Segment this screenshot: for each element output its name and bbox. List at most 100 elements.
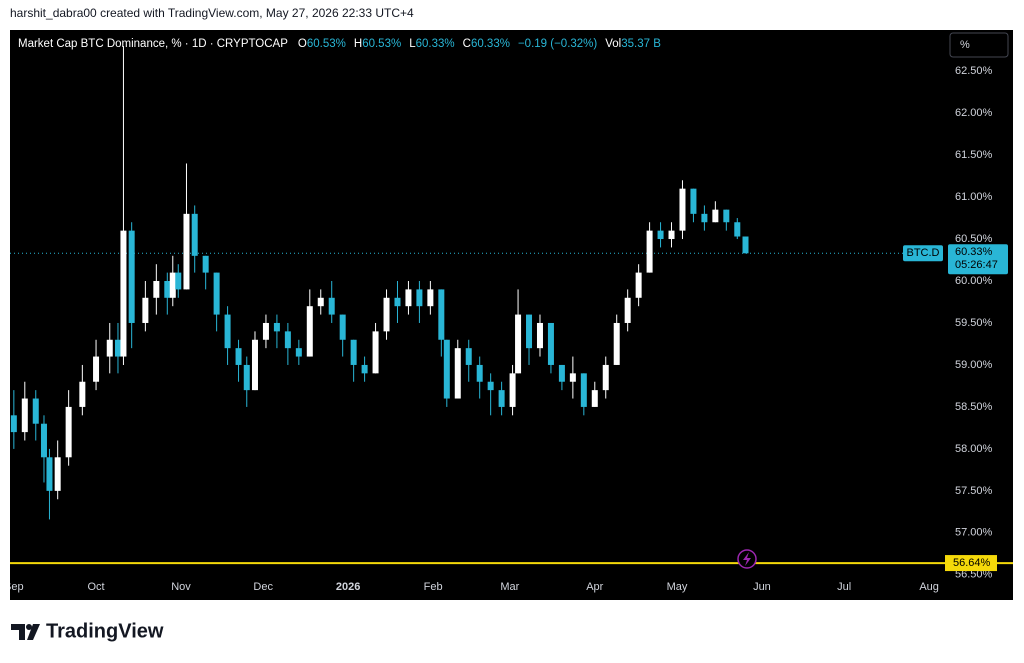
candle-body bbox=[558, 364, 565, 382]
y-tick-label: 62.50% bbox=[955, 65, 993, 77]
candle-body bbox=[262, 322, 269, 340]
candle-body bbox=[438, 289, 445, 340]
candle-body bbox=[213, 272, 220, 315]
candle-body bbox=[701, 213, 708, 223]
candle-body bbox=[202, 255, 209, 273]
legend-key: O bbox=[298, 38, 307, 50]
candle-body bbox=[361, 364, 368, 374]
legend-key: C bbox=[463, 38, 471, 50]
legend: O 60.53% H 60.53% L 60.33% C 60.33% −0.19 (−0.32… bbox=[298, 38, 661, 50]
candle-body bbox=[624, 297, 631, 323]
candle-body bbox=[243, 364, 250, 391]
last-price-box bbox=[948, 244, 1008, 275]
candle-body bbox=[454, 348, 461, 399]
candle-body bbox=[93, 356, 100, 382]
candle-body bbox=[405, 289, 412, 307]
symbol-box bbox=[903, 245, 943, 262]
x-tick-label: May bbox=[667, 581, 688, 593]
countdown: 05:26:47 bbox=[955, 259, 998, 271]
candle-body bbox=[657, 230, 664, 240]
legend-value: 60.33% bbox=[471, 38, 510, 50]
candle-body bbox=[547, 322, 554, 365]
y-tick-label: 57.50% bbox=[955, 485, 993, 497]
candle-body bbox=[646, 230, 653, 273]
y-tick-label: 58.00% bbox=[955, 443, 993, 455]
candle-body bbox=[668, 230, 675, 240]
candle-body bbox=[40, 423, 47, 458]
candle-body bbox=[251, 339, 258, 391]
candle-body bbox=[224, 314, 231, 349]
candle-body bbox=[526, 314, 533, 349]
y-tick-label: 60.50% bbox=[955, 233, 993, 245]
candle-body bbox=[32, 398, 39, 424]
candle-body bbox=[120, 230, 127, 357]
credit: harshit_dabra00 created with TradingView… bbox=[10, 6, 414, 20]
x-tick-label: Mar bbox=[500, 581, 519, 593]
legend-value: 60.53% bbox=[362, 38, 401, 50]
candle-body bbox=[580, 373, 587, 407]
x-tick-label: 2026 bbox=[336, 581, 360, 593]
candle-body bbox=[443, 339, 450, 399]
last-price-label: 60.33% bbox=[955, 246, 993, 258]
candle-body bbox=[183, 213, 190, 290]
candle-body bbox=[613, 322, 620, 365]
candle-body bbox=[465, 348, 472, 365]
plot: Sep Oct Nov Dec 2026 Feb Mar Apr May Jun Jul Aug bbox=[4, 45, 945, 593]
legend-key: L bbox=[409, 38, 416, 50]
candle-body bbox=[602, 364, 609, 391]
y-tick-label: 57.00% bbox=[955, 527, 993, 539]
candle-body bbox=[306, 306, 313, 357]
candle-body bbox=[591, 390, 598, 407]
y-tick-label: 56.50% bbox=[955, 569, 993, 581]
candle-body bbox=[476, 364, 483, 382]
candle-body bbox=[383, 297, 390, 332]
x-tick-label: Oct bbox=[87, 581, 104, 593]
y-tick-label: 60.00% bbox=[955, 275, 993, 287]
candle-body bbox=[635, 272, 642, 298]
candle-body bbox=[509, 373, 516, 407]
candle-body bbox=[164, 281, 171, 298]
candle-body bbox=[317, 297, 324, 307]
candle-body bbox=[79, 381, 86, 407]
unit-button[interactable] bbox=[949, 32, 1009, 58]
unit-label: % bbox=[960, 39, 970, 51]
legend-key: Vol bbox=[605, 38, 621, 50]
brand-logo bbox=[11, 624, 40, 640]
legend-key: H bbox=[354, 38, 362, 50]
y-tick-label: 62.00% bbox=[955, 107, 993, 119]
candle-body bbox=[273, 322, 280, 332]
candle-body bbox=[427, 289, 434, 307]
candle-body bbox=[191, 213, 198, 256]
candle-body bbox=[723, 209, 730, 223]
candle-body bbox=[175, 272, 182, 290]
candle-body bbox=[712, 209, 719, 223]
legend-value: 60.33% bbox=[416, 38, 455, 50]
legend-value: −0.19 (−0.32%) bbox=[518, 38, 597, 50]
brand-name: TradingView bbox=[46, 620, 164, 642]
symbol-label: BTC.D bbox=[907, 247, 940, 259]
y-tick-label: 59.50% bbox=[955, 317, 993, 329]
legend-title: Market Cap BTC Dominance, % · 1D · CRYPT… bbox=[18, 38, 288, 50]
x-tick-label: Aug bbox=[919, 581, 939, 593]
candle-body bbox=[734, 222, 741, 237]
candle-body bbox=[142, 297, 149, 323]
y-tick-label: 59.00% bbox=[955, 359, 993, 371]
candle-body bbox=[679, 188, 686, 231]
candle-body bbox=[350, 339, 357, 365]
level-label-box bbox=[945, 555, 997, 572]
x-tick-label: Jul bbox=[837, 581, 851, 593]
y-tick-label: 61.00% bbox=[955, 191, 993, 203]
x-tick-label: Sep bbox=[4, 581, 24, 593]
candle-body bbox=[65, 406, 72, 458]
candle-body bbox=[128, 230, 135, 323]
candle-body bbox=[742, 236, 749, 254]
candle-body bbox=[515, 314, 522, 374]
candle-body bbox=[54, 457, 61, 491]
candle-body bbox=[106, 339, 113, 357]
axes: 62.50% 62.00% 61.50% 61.00% 60.50% 60.00% 59.5… bbox=[903, 65, 1013, 581]
candle-body bbox=[339, 314, 346, 340]
candle-body bbox=[498, 390, 505, 407]
candle-body bbox=[295, 348, 302, 357]
candle-body bbox=[21, 398, 28, 433]
